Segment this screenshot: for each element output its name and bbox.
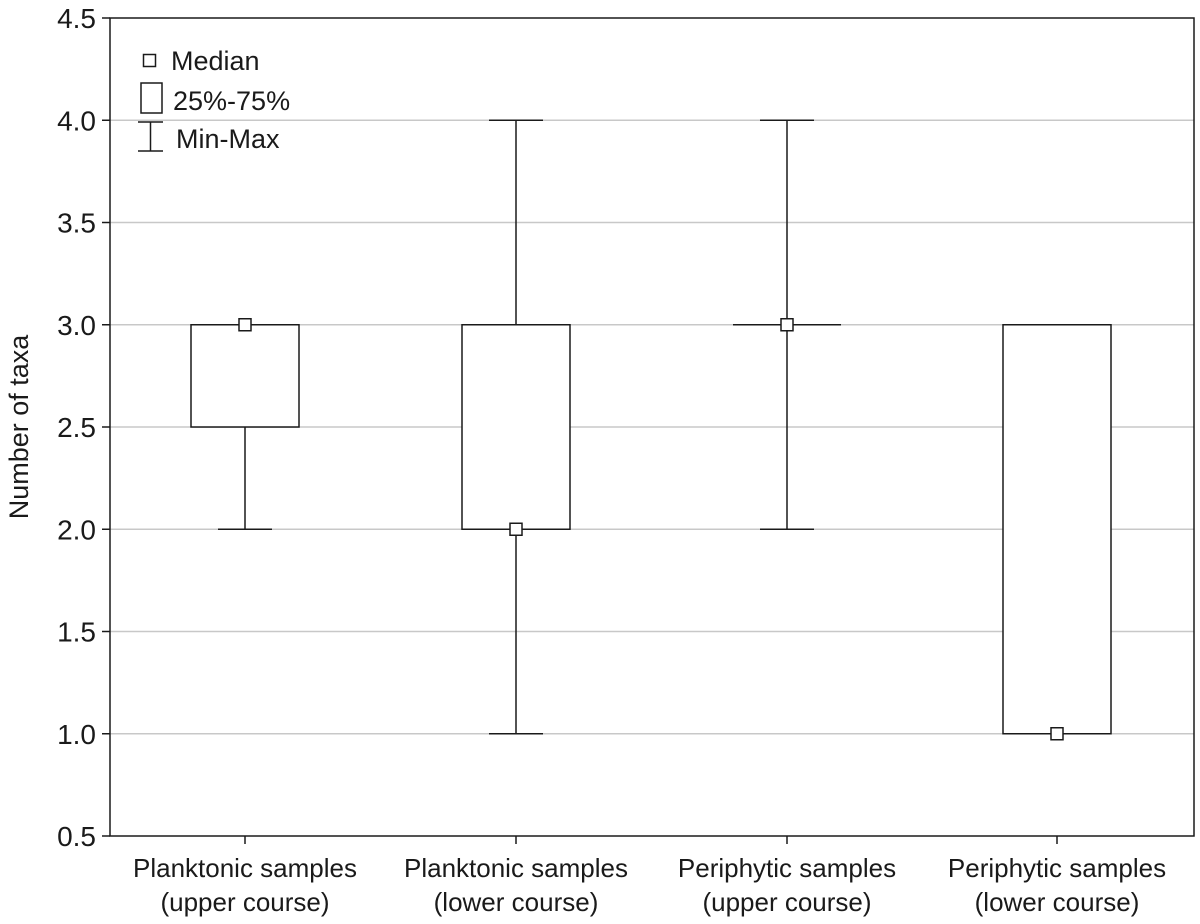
- y-tick-label: 1.0: [57, 719, 96, 750]
- y-tick-label: 3.5: [57, 208, 96, 239]
- legend-whisker-label: Min-Max: [176, 124, 280, 154]
- y-tick-label: 1.5: [57, 617, 96, 648]
- legend-box-label: 25%-75%: [173, 86, 290, 116]
- iqr-box: [190, 324, 300, 428]
- median-marker: [780, 318, 794, 332]
- x-category-sublabel: (upper course): [160, 887, 329, 917]
- median-marker: [509, 522, 523, 536]
- iqr-box: [1002, 324, 1112, 735]
- legend-median-icon: [142, 53, 157, 68]
- legend-whisker-icon: [138, 121, 163, 152]
- box-group: [733, 119, 841, 530]
- y-tick-label: 4.0: [57, 105, 96, 136]
- x-category-label: Periphytic samples: [948, 853, 1166, 883]
- box-group: [1002, 324, 1112, 741]
- y-tick-label: 4.5: [57, 3, 96, 34]
- box-group: [461, 119, 571, 735]
- x-category-label: Periphytic samples: [678, 853, 896, 883]
- x-axis-category-labels: Planktonic samples (upper course) Plankton…: [133, 836, 1166, 917]
- y-tick-label: 3.0: [57, 310, 96, 341]
- x-category-sublabel: (lower course): [434, 887, 599, 917]
- box-series: [190, 119, 1112, 741]
- median-marker: [238, 318, 252, 332]
- y-tick-label: 2.0: [57, 514, 96, 545]
- y-tick-label: 2.5: [57, 412, 96, 443]
- box-group: [190, 318, 300, 530]
- x-category-sublabel: (upper course): [702, 887, 871, 917]
- iqr-box: [461, 324, 571, 530]
- legend: Median 25%-75% Min-Max: [138, 46, 290, 154]
- legend-box-icon: [140, 82, 163, 114]
- y-axis-title: Number of taxa: [4, 334, 34, 520]
- x-category-sublabel: (lower course): [975, 887, 1140, 917]
- y-axis-ticks: 0.5 1.0 1.5 2.0 2.5 3.0 3.5 4.0 4.5: [57, 3, 110, 852]
- x-category-label: Planktonic samples: [404, 853, 628, 883]
- x-category-label: Planktonic samples: [133, 853, 357, 883]
- median-marker: [1050, 727, 1064, 741]
- legend-median-label: Median: [171, 46, 260, 76]
- y-tick-label: 0.5: [57, 821, 96, 852]
